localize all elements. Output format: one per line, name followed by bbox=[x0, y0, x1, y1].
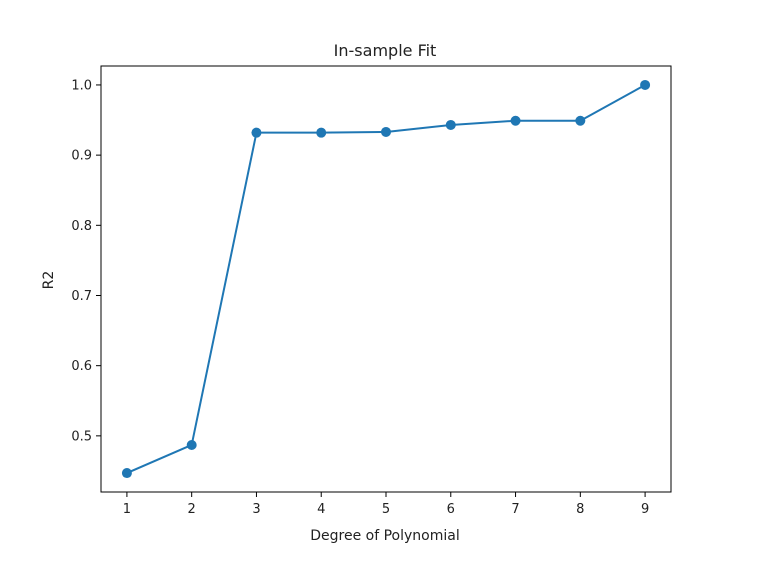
data-point bbox=[510, 115, 521, 126]
chart-title: In-sample Fit bbox=[334, 41, 437, 60]
y-tick-label: 0.8 bbox=[71, 219, 92, 234]
x-axis: 1 2 3 4 5 6 7 8 9 bbox=[123, 492, 649, 517]
data-point bbox=[316, 127, 327, 138]
data-point bbox=[575, 115, 586, 126]
x-tick-label: 7 bbox=[511, 502, 519, 517]
data-point bbox=[121, 468, 132, 479]
y-tick-label: 1.0 bbox=[71, 78, 92, 93]
y-tick-label: 0.9 bbox=[71, 149, 92, 164]
x-tick-label: 3 bbox=[252, 502, 260, 517]
x-tick-label: 5 bbox=[382, 502, 390, 517]
data-point bbox=[251, 127, 262, 138]
x-tick-label: 6 bbox=[447, 502, 455, 517]
x-tick-label: 4 bbox=[317, 502, 325, 517]
y-tick-label: 0.5 bbox=[71, 429, 92, 444]
data-point bbox=[640, 79, 651, 90]
y-tick-label: 0.6 bbox=[71, 359, 92, 374]
x-tick-label: 9 bbox=[641, 502, 649, 517]
y-axis-label: R2 bbox=[41, 271, 57, 290]
data-point bbox=[381, 126, 391, 137]
x-tick-label: 1 bbox=[123, 502, 131, 517]
x-tick-label: 8 bbox=[576, 502, 584, 517]
y-axis: 0.5 0.6 0.7 0.8 0.9 1.0 bbox=[71, 78, 101, 444]
data-point bbox=[445, 119, 456, 130]
x-axis-label: Degree of Polynomial bbox=[310, 528, 459, 544]
x-tick-label: 2 bbox=[188, 502, 196, 517]
y-tick-label: 0.7 bbox=[71, 289, 92, 304]
data-point bbox=[186, 439, 197, 450]
series-layer bbox=[121, 79, 651, 479]
